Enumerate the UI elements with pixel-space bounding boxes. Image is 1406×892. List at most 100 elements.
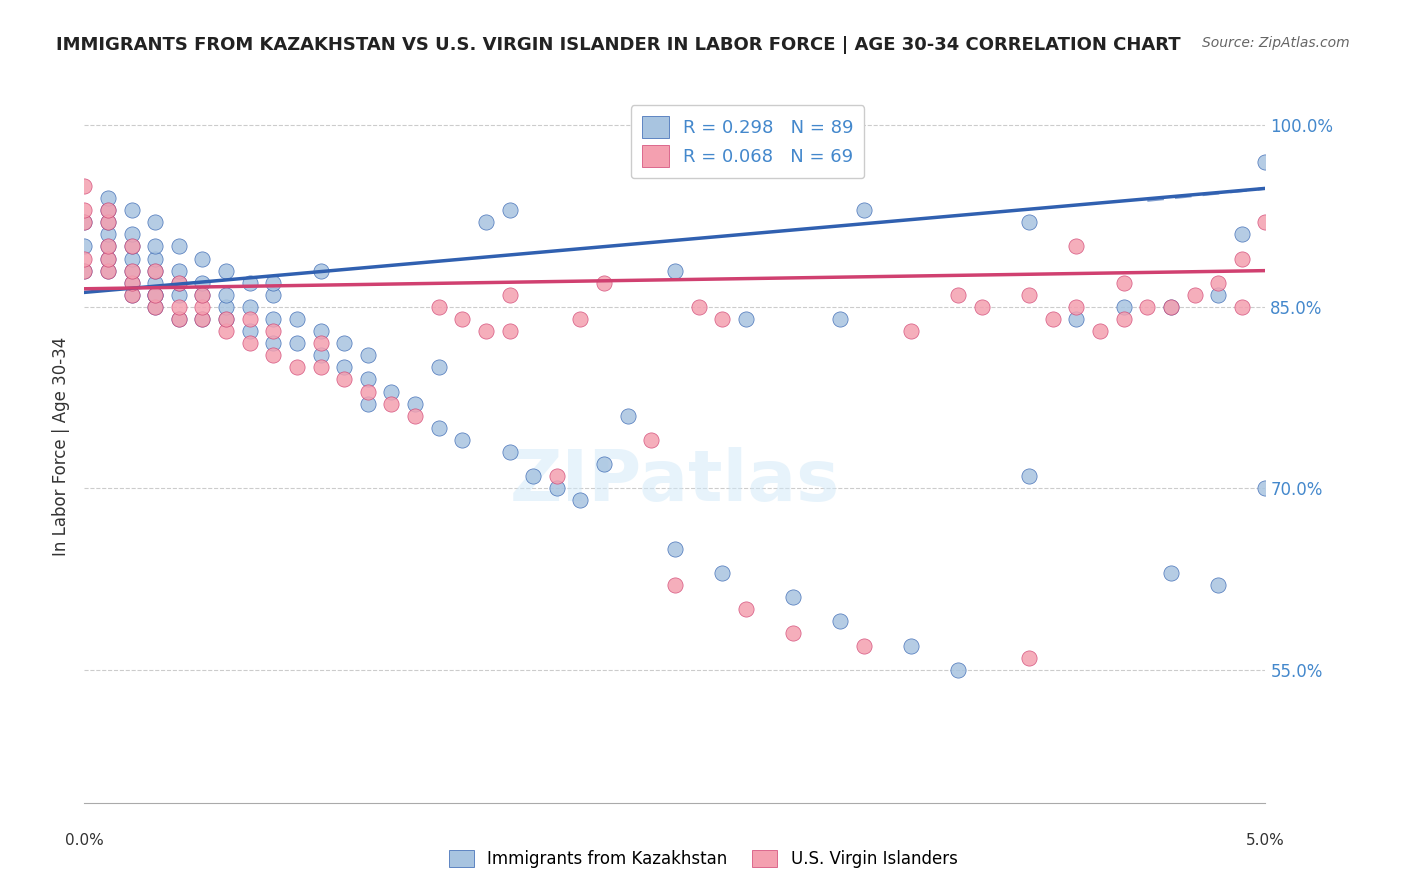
Point	[97, 191, 120, 205]
Legend: R = 0.298   N = 89, R = 0.068   N = 69: R = 0.298 N = 89, R = 0.068 N = 69	[631, 105, 865, 178]
Point	[404, 409, 426, 423]
Point	[830, 615, 852, 629]
Point	[239, 336, 262, 351]
Point	[215, 300, 238, 314]
Point	[167, 276, 190, 290]
Point	[121, 227, 143, 242]
Point	[285, 312, 308, 326]
Point	[734, 602, 756, 616]
Point	[167, 312, 190, 326]
Point	[97, 263, 120, 277]
Point	[143, 263, 166, 277]
Point	[121, 263, 143, 277]
Point	[1112, 300, 1135, 314]
Point	[1230, 227, 1253, 242]
Point	[1160, 300, 1182, 314]
Point	[1136, 300, 1159, 314]
Point	[143, 276, 166, 290]
Point	[143, 288, 166, 302]
Point	[546, 481, 568, 495]
Point	[309, 348, 332, 362]
Point	[1066, 300, 1088, 314]
Text: 0.0%: 0.0%	[65, 833, 104, 848]
Point	[97, 203, 120, 218]
Point	[191, 288, 214, 302]
Point	[143, 252, 166, 266]
Point	[215, 312, 238, 326]
Point	[143, 288, 166, 302]
Point	[167, 300, 190, 314]
Point	[640, 433, 662, 447]
Point	[711, 312, 734, 326]
Point	[73, 203, 96, 218]
Point	[309, 336, 332, 351]
Point	[262, 312, 284, 326]
Point	[73, 263, 96, 277]
Point	[357, 348, 380, 362]
Text: Source: ZipAtlas.com: Source: ZipAtlas.com	[1202, 36, 1350, 50]
Point	[357, 372, 380, 386]
Point	[239, 300, 262, 314]
Point	[97, 215, 120, 229]
Point	[215, 263, 238, 277]
Point	[852, 203, 875, 218]
Point	[73, 215, 96, 229]
Point	[262, 288, 284, 302]
Point	[215, 312, 238, 326]
Point	[1066, 239, 1088, 253]
Point	[852, 639, 875, 653]
Point	[143, 300, 166, 314]
Point	[616, 409, 638, 423]
Point	[593, 457, 616, 471]
Point	[1018, 650, 1040, 665]
Point	[664, 541, 686, 556]
Point	[167, 239, 190, 253]
Point	[121, 276, 143, 290]
Legend: Immigrants from Kazakhstan, U.S. Virgin Islanders: Immigrants from Kazakhstan, U.S. Virgin …	[441, 843, 965, 875]
Point	[97, 239, 120, 253]
Text: 5.0%: 5.0%	[1246, 833, 1285, 848]
Point	[121, 288, 143, 302]
Point	[380, 384, 402, 399]
Point	[143, 215, 166, 229]
Point	[285, 360, 308, 375]
Point	[143, 300, 166, 314]
Point	[333, 372, 356, 386]
Point	[121, 203, 143, 218]
Point	[333, 336, 356, 351]
Point	[121, 239, 143, 253]
Point	[121, 263, 143, 277]
Point	[143, 239, 166, 253]
Point	[1066, 312, 1088, 326]
Point	[191, 312, 214, 326]
Point	[569, 493, 592, 508]
Point	[191, 300, 214, 314]
Text: ZIPatlas: ZIPatlas	[510, 447, 839, 516]
Point	[191, 276, 214, 290]
Point	[1206, 578, 1229, 592]
Point	[427, 300, 450, 314]
Point	[688, 300, 710, 314]
Point	[121, 239, 143, 253]
Point	[262, 336, 284, 351]
Point	[73, 239, 96, 253]
Point	[522, 469, 544, 483]
Point	[498, 445, 520, 459]
Point	[782, 626, 804, 640]
Point	[121, 288, 143, 302]
Point	[546, 469, 568, 483]
Point	[451, 312, 474, 326]
Point	[97, 227, 120, 242]
Point	[900, 639, 922, 653]
Point	[1230, 252, 1253, 266]
Point	[404, 397, 426, 411]
Point	[143, 263, 166, 277]
Point	[167, 312, 190, 326]
Point	[239, 324, 262, 338]
Point	[830, 312, 852, 326]
Point	[357, 384, 380, 399]
Point	[1042, 312, 1064, 326]
Point	[1206, 276, 1229, 290]
Point	[167, 276, 190, 290]
Point	[1230, 300, 1253, 314]
